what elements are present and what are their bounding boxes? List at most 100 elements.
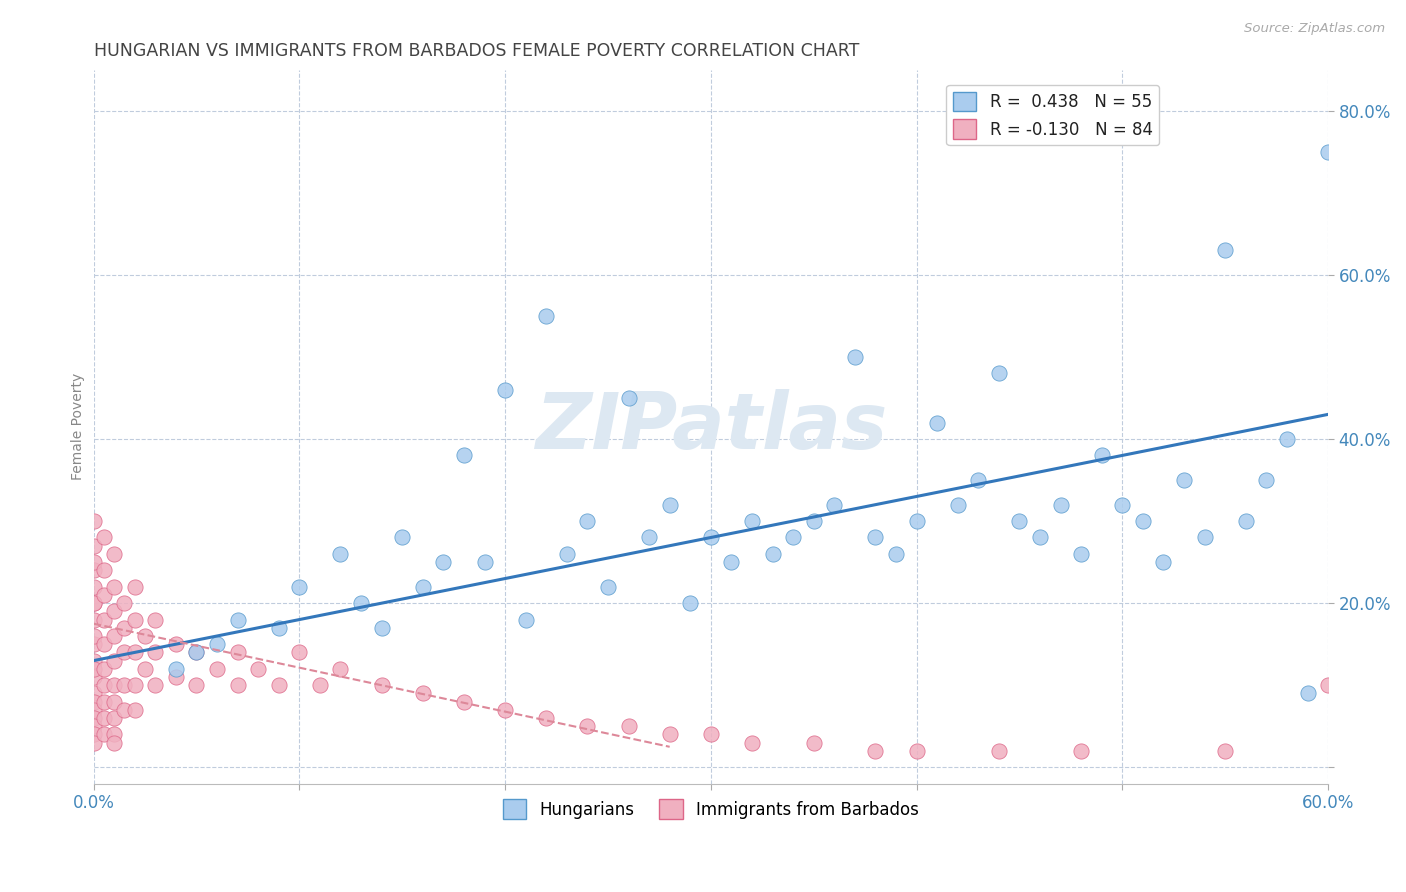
Point	[124, 678, 146, 692]
Point	[453, 695, 475, 709]
Point	[186, 645, 208, 659]
Point	[741, 514, 763, 528]
Point	[93, 613, 115, 627]
Point	[494, 703, 516, 717]
Point	[905, 514, 928, 528]
Point	[226, 645, 249, 659]
Point	[134, 662, 156, 676]
Point	[1317, 678, 1340, 692]
Point	[165, 670, 187, 684]
Y-axis label: Female Poverty: Female Poverty	[72, 373, 86, 480]
Point	[515, 613, 537, 627]
Point	[927, 416, 949, 430]
Point	[288, 645, 311, 659]
Point	[134, 629, 156, 643]
Point	[114, 645, 136, 659]
Point	[453, 449, 475, 463]
Point	[205, 662, 228, 676]
Point	[494, 383, 516, 397]
Point	[1296, 686, 1319, 700]
Point	[93, 588, 115, 602]
Point	[93, 727, 115, 741]
Point	[103, 604, 125, 618]
Point	[114, 596, 136, 610]
Point	[124, 580, 146, 594]
Point	[103, 678, 125, 692]
Point	[83, 670, 105, 684]
Point	[83, 727, 105, 741]
Point	[412, 686, 434, 700]
Point	[1049, 498, 1071, 512]
Point	[103, 547, 125, 561]
Point	[329, 547, 352, 561]
Point	[1008, 514, 1031, 528]
Point	[83, 686, 105, 700]
Point	[83, 654, 105, 668]
Point	[1213, 244, 1236, 258]
Point	[1070, 744, 1092, 758]
Point	[967, 473, 990, 487]
Point	[186, 678, 208, 692]
Point	[350, 596, 373, 610]
Point	[83, 695, 105, 709]
Point	[165, 637, 187, 651]
Point	[124, 645, 146, 659]
Point	[865, 531, 887, 545]
Point	[534, 711, 557, 725]
Point	[1213, 744, 1236, 758]
Point	[309, 678, 332, 692]
Point	[1153, 555, 1175, 569]
Point	[93, 711, 115, 725]
Point	[679, 596, 702, 610]
Point	[103, 727, 125, 741]
Point	[638, 531, 661, 545]
Point	[617, 719, 640, 733]
Point	[267, 621, 290, 635]
Point	[803, 514, 825, 528]
Point	[103, 736, 125, 750]
Point	[884, 547, 907, 561]
Point	[143, 678, 166, 692]
Point	[700, 727, 723, 741]
Point	[987, 367, 1010, 381]
Point	[103, 711, 125, 725]
Point	[1234, 514, 1257, 528]
Point	[741, 736, 763, 750]
Point	[596, 580, 619, 594]
Point	[83, 596, 105, 610]
Text: HUNGARIAN VS IMMIGRANTS FROM BARBADOS FEMALE POVERTY CORRELATION CHART: HUNGARIAN VS IMMIGRANTS FROM BARBADOS FE…	[94, 42, 859, 60]
Point	[143, 613, 166, 627]
Point	[247, 662, 270, 676]
Point	[1275, 432, 1298, 446]
Point	[865, 744, 887, 758]
Point	[329, 662, 352, 676]
Point	[576, 514, 599, 528]
Point	[83, 711, 105, 725]
Point	[83, 514, 105, 528]
Point	[1091, 449, 1114, 463]
Point	[103, 695, 125, 709]
Point	[93, 678, 115, 692]
Point	[103, 629, 125, 643]
Legend: Hungarians, Immigrants from Barbados: Hungarians, Immigrants from Barbados	[496, 793, 925, 825]
Text: Source: ZipAtlas.com: Source: ZipAtlas.com	[1244, 22, 1385, 36]
Point	[93, 637, 115, 651]
Point	[1070, 547, 1092, 561]
Point	[288, 580, 311, 594]
Point	[143, 645, 166, 659]
Point	[114, 678, 136, 692]
Point	[1256, 473, 1278, 487]
Point	[803, 736, 825, 750]
Point	[474, 555, 496, 569]
Point	[93, 662, 115, 676]
Point	[1317, 145, 1340, 159]
Point	[658, 498, 681, 512]
Point	[576, 719, 599, 733]
Point	[83, 613, 105, 627]
Text: ZIPatlas: ZIPatlas	[534, 389, 887, 465]
Point	[93, 695, 115, 709]
Point	[226, 613, 249, 627]
Point	[83, 736, 105, 750]
Point	[782, 531, 804, 545]
Point	[83, 719, 105, 733]
